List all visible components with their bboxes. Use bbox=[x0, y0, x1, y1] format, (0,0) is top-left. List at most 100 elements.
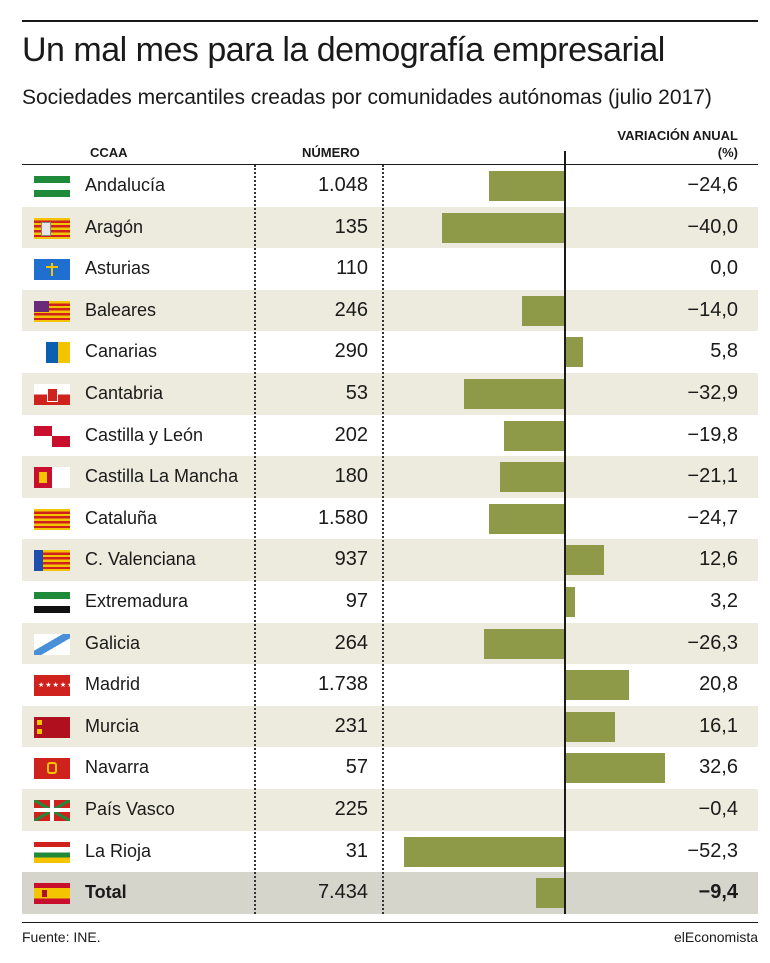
source-note: Fuente: INE. bbox=[22, 929, 101, 945]
header-variacion: VARIACIÓN ANUAL (%) bbox=[617, 127, 738, 161]
variation-value: −21,1 bbox=[687, 465, 738, 488]
numero-value: 7.434 bbox=[317, 881, 368, 904]
variation-bar bbox=[521, 295, 565, 326]
numero-value: 937 bbox=[334, 548, 368, 571]
zero-axis-line bbox=[564, 151, 566, 914]
variation-bar bbox=[565, 586, 575, 617]
variation-value: −32,9 bbox=[687, 381, 738, 404]
andalucia-flag bbox=[34, 176, 70, 197]
numero-value: 246 bbox=[334, 298, 368, 321]
region-name: Canarias bbox=[85, 341, 158, 362]
region-name: Navarra bbox=[85, 757, 150, 778]
table-row: Cataluña 1.580 −24,7 bbox=[22, 498, 758, 540]
castilla-la-mancha-flag bbox=[34, 467, 70, 489]
table-row: Extremadura 97 3,2 bbox=[22, 581, 758, 623]
table-row: Castilla La Mancha 180 −21,1 bbox=[22, 456, 758, 498]
header-variacion-label: VARIACIÓN ANUAL bbox=[617, 128, 738, 143]
region-name: Castilla y León bbox=[85, 424, 204, 445]
variation-value: 32,6 bbox=[699, 756, 738, 779]
variation-value: 20,8 bbox=[699, 673, 738, 696]
valencia-flag bbox=[34, 550, 70, 572]
chart-subtitle: Sociedades mercantiles creadas por comun… bbox=[22, 86, 712, 109]
variation-bar bbox=[536, 878, 565, 909]
variation-bar bbox=[504, 420, 565, 451]
numero-value: 180 bbox=[334, 465, 368, 488]
navarra-flag bbox=[34, 758, 70, 780]
madrid-flag: ★★★★★ bbox=[34, 675, 70, 697]
numero-value: 202 bbox=[334, 423, 368, 446]
variation-value: −9,4 bbox=[698, 881, 738, 904]
variation-value: −14,0 bbox=[687, 298, 738, 321]
numero-value: 1.738 bbox=[317, 673, 368, 696]
la-rioja-flag bbox=[34, 841, 70, 863]
region-name: Extremadura bbox=[85, 590, 189, 611]
variation-value: −0,4 bbox=[698, 797, 738, 820]
variation-value: 0,0 bbox=[710, 257, 738, 280]
numero-value: 57 bbox=[345, 756, 368, 779]
table-row: Andalucía 1.048 −24,6 bbox=[22, 165, 758, 207]
numero-value: 135 bbox=[334, 215, 368, 238]
numero-value: 290 bbox=[334, 340, 368, 363]
brand-logo: elEconomista bbox=[673, 929, 758, 945]
variation-value: −52,3 bbox=[687, 839, 738, 862]
variation-bar bbox=[488, 503, 565, 534]
table-row: Aragón 135 −40,0 bbox=[22, 206, 758, 249]
numero-value: 1.580 bbox=[317, 506, 368, 529]
bottom-rule bbox=[22, 922, 758, 923]
region-name: La Rioja bbox=[85, 840, 152, 861]
numero-value: 225 bbox=[334, 797, 368, 820]
region-name: C. Valenciana bbox=[85, 549, 196, 570]
cantabria-flag bbox=[34, 383, 70, 405]
region-name: Madrid bbox=[85, 674, 141, 695]
asturias-flag bbox=[34, 259, 70, 281]
variation-value: −26,3 bbox=[687, 631, 738, 654]
table-row: Asturias 110 0,0 bbox=[22, 248, 758, 290]
region-name: Aragón bbox=[85, 216, 144, 237]
castilla-leon-flag bbox=[34, 425, 70, 447]
numero-value: 53 bbox=[345, 381, 368, 404]
pais-vasco-flag bbox=[34, 799, 70, 821]
variation-value: 3,2 bbox=[710, 589, 738, 612]
numero-value: 264 bbox=[334, 631, 368, 654]
data-table: Andalucía 1.048 −24,6 Aragón 135 −40,0 Asturia… bbox=[22, 151, 758, 914]
header-variacion-unit: (%) bbox=[717, 145, 738, 160]
variation-value: −24,7 bbox=[687, 506, 738, 529]
variation-value: 16,1 bbox=[699, 714, 738, 737]
extremadura-flag bbox=[34, 591, 70, 613]
region-name: Cataluña bbox=[85, 507, 158, 528]
variation-bar bbox=[565, 337, 583, 368]
region-name: Murcia bbox=[85, 715, 140, 736]
variation-bar bbox=[483, 628, 565, 659]
numero-value: 231 bbox=[334, 714, 368, 737]
table-row: ★★★★★ Madrid 1.738 20,8 bbox=[22, 664, 758, 706]
variation-bar bbox=[403, 836, 565, 867]
aragon-flag bbox=[34, 217, 70, 239]
galicia-flag bbox=[34, 633, 70, 655]
chart-title: Un mal mes para la demografía empresaria… bbox=[22, 31, 665, 69]
column-divider bbox=[254, 165, 256, 914]
table-row: Cantabria 53 −32,9 bbox=[22, 372, 758, 415]
baleares-flag bbox=[34, 300, 70, 322]
variation-bar bbox=[565, 545, 604, 576]
cataluna-flag bbox=[34, 508, 70, 530]
numero-value: 31 bbox=[345, 839, 368, 862]
table-row: Murcia 231 16,1 bbox=[22, 705, 758, 748]
region-name: Total bbox=[85, 882, 127, 903]
numero-value: 1.048 bbox=[317, 174, 368, 196]
region-name: País Vasco bbox=[85, 798, 175, 819]
header-rule bbox=[22, 164, 758, 165]
variation-bar bbox=[565, 711, 615, 742]
header-ccaa: CCAA bbox=[90, 145, 128, 160]
variation-value: −40,0 bbox=[687, 215, 738, 238]
region-name: Galicia bbox=[85, 632, 141, 653]
table-row: País Vasco 225 −0,4 bbox=[22, 788, 758, 831]
espana-flag bbox=[34, 883, 70, 905]
header-numero: NÚMERO bbox=[302, 145, 360, 160]
variation-value: −19,8 bbox=[687, 423, 738, 446]
table-row: Castilla y León 202 −19,8 bbox=[22, 415, 758, 457]
murcia-flag bbox=[34, 716, 70, 738]
total-row: Total 7.434 −9,4 bbox=[22, 872, 758, 914]
variation-value: 5,8 bbox=[710, 340, 738, 363]
region-name: Asturias bbox=[85, 258, 151, 279]
variation-value: 12,6 bbox=[699, 548, 738, 571]
